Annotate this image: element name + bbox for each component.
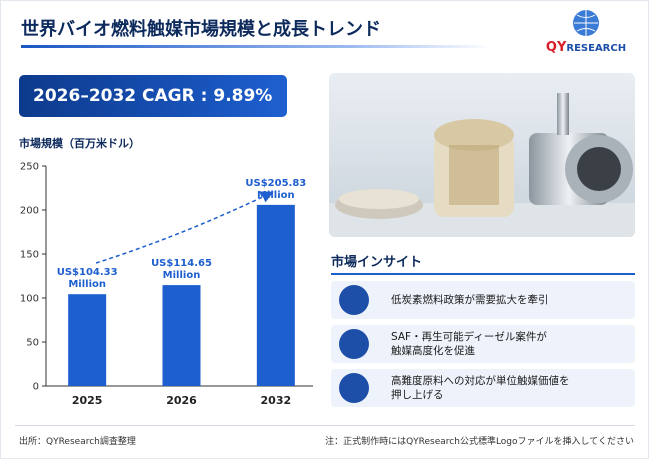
x-tick-label: 2025 bbox=[72, 394, 103, 407]
logo-research: RESEARCH bbox=[566, 43, 627, 54]
value-label: US$205.83 Million bbox=[245, 177, 307, 201]
bar bbox=[68, 294, 107, 386]
logo-globe bbox=[573, 10, 599, 36]
insight-text: 低炭素燃料政策が需要拡大を牽引 bbox=[391, 294, 549, 306]
cagr-badge: 2026–2032 CAGR : 9.89% bbox=[19, 75, 287, 117]
y-tick-label: 250 bbox=[20, 162, 39, 173]
value-label: US$104.33 Million bbox=[56, 267, 118, 291]
x-tick-label: 2026 bbox=[166, 394, 197, 407]
footer-rule bbox=[15, 425, 635, 426]
note: 注：正式制作時にはQYResearch公式標準Logoファイルを挿入してください bbox=[325, 437, 634, 447]
insight-text: 高難度原料への対応が単位触媒価値を 押し上げる bbox=[391, 375, 570, 401]
icon-fuel bbox=[339, 329, 369, 359]
trend-arrow bbox=[95, 191, 274, 264]
title-rule bbox=[21, 45, 491, 48]
y-tick-label: 0 bbox=[33, 382, 39, 393]
logo: QYRESEARCH bbox=[540, 9, 632, 55]
source: 出所：QYResearch調査整理 bbox=[19, 437, 136, 447]
y-tick-label: 200 bbox=[20, 206, 39, 217]
value-label: US$114.65 Million bbox=[151, 258, 212, 282]
insight-text: SAF・再生可能ディーゼル案件が 触媒高度化を促進 bbox=[391, 331, 547, 357]
chart: 0 50 100 150 200 250 2025 2026 2032 US$104.33 Mi… bbox=[1, 151, 326, 411]
icon-growth bbox=[339, 373, 369, 403]
insight-item: SAF・再生可能ディーゼル案件が 触媒高度化を促進 bbox=[331, 325, 635, 363]
title: 世界バイオ燃料触媒市場規模と成長トレンド bbox=[21, 19, 381, 40]
y-tick-label: 100 bbox=[20, 294, 39, 305]
insights-title: 市場インサイト bbox=[331, 251, 635, 275]
axis-label: 市場規模（百万米ドル） bbox=[19, 137, 140, 150]
bar bbox=[256, 204, 295, 386]
insight-item: 高難度原料への対応が単位触媒価値を 押し上げる bbox=[331, 369, 635, 407]
image-illustration bbox=[329, 73, 635, 237]
y-tick-label: 150 bbox=[20, 250, 39, 261]
logo-qy: QY bbox=[545, 40, 567, 55]
x-tick-label: 2032 bbox=[261, 394, 292, 407]
insight-item: 低炭素燃料政策が需要拡大を牽引 bbox=[331, 281, 635, 319]
icon-leaf bbox=[339, 285, 369, 315]
chart-svg: 0 50 100 150 200 250 2025 2026 2032 bbox=[20, 162, 313, 407]
product-image bbox=[329, 73, 635, 237]
y-tick-label: 50 bbox=[26, 338, 39, 349]
bar bbox=[162, 285, 201, 386]
